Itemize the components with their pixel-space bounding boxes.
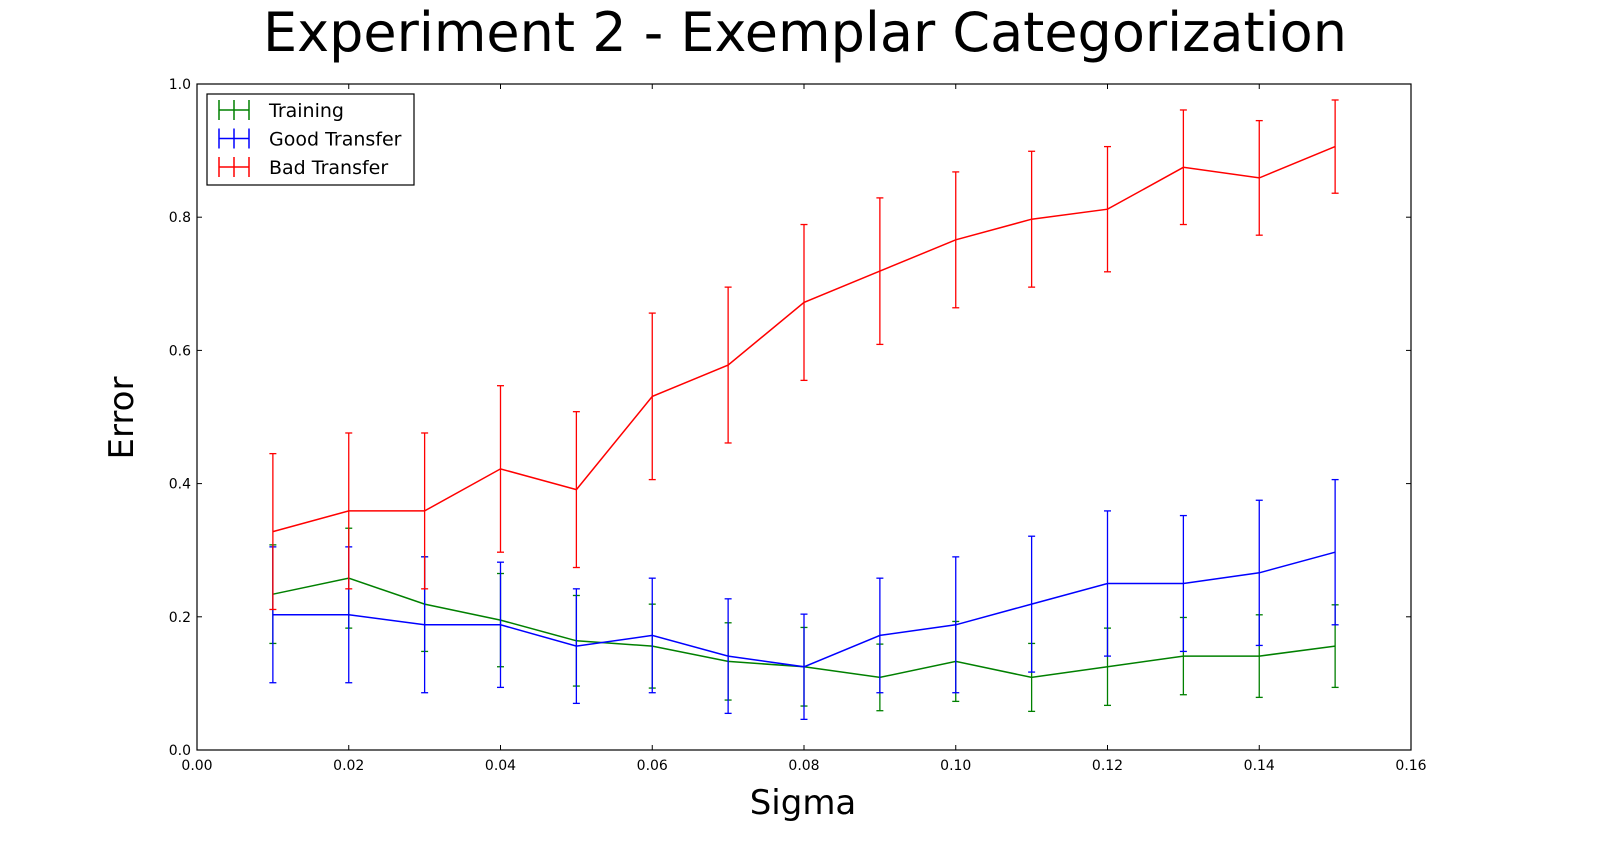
error-bar-good-transfer (497, 561, 504, 689)
x-tick-label: 0.04 (485, 758, 516, 774)
error-bar-good-transfer (1179, 514, 1187, 653)
error-bar-bad-transfer (724, 286, 732, 444)
error-bar-good-transfer (876, 577, 884, 694)
x-axis-label: Sigma (750, 783, 857, 823)
error-bar-bad-transfer (952, 171, 960, 309)
x-tick-label: 0.10 (940, 758, 971, 774)
x-tick-label: 0.16 (1395, 758, 1426, 774)
error-bar-good-transfer (1104, 510, 1111, 657)
error-bar-bad-transfer (1028, 150, 1036, 288)
x-tick-label: 0.08 (788, 758, 819, 774)
y-tick-label: 0.4 (169, 477, 191, 493)
legend: Training Good Transfer Bad Transfer (206, 93, 415, 186)
error-bar-bad-transfer (497, 385, 504, 553)
error-bar-bad-transfer (1331, 99, 1339, 194)
series-bad-transfer (269, 99, 1339, 611)
error-bar-good-transfer (1028, 535, 1036, 673)
x-tick-label: 0.02 (333, 758, 364, 774)
error-bar-bad-transfer (876, 197, 884, 346)
chart-title: Experiment 2 - Exemplar Categorization (263, 1, 1347, 64)
x-tick-label: 0.12 (1092, 758, 1123, 774)
y-axis-label: Error (102, 377, 142, 460)
error-bar-bad-transfer (269, 452, 277, 611)
x-tick-label: 0.06 (637, 758, 668, 774)
y-tick-label: 0.0 (169, 743, 191, 759)
plot-area: 0.00 0.02 0.04 0.06 0.08 0.10 0.12 0.14 0.16 0.0 0… (169, 77, 1427, 774)
error-bar-bad-transfer (1104, 145, 1111, 273)
y-tick-label: 0.6 (169, 343, 191, 359)
legend-item-good-transfer: Good Transfer (218, 128, 402, 151)
legend-item-training: Training (218, 100, 344, 122)
error-bar-good-transfer (648, 577, 656, 694)
error-bar-bad-transfer (421, 432, 429, 590)
legend-frame (206, 93, 415, 186)
error-bar-good-transfer (952, 556, 960, 694)
error-bar-good-transfer (1331, 478, 1339, 626)
x-tick-label: 0.00 (181, 758, 212, 774)
error-bar-bad-transfer (1255, 119, 1263, 236)
legend-label-training: Training (268, 100, 344, 122)
y-tick-label: 0.2 (169, 610, 191, 626)
error-bar-bad-transfer (800, 223, 808, 382)
legend-label-bad-transfer: Bad Transfer (269, 157, 388, 179)
legend-item-bad-transfer: Bad Transfer (218, 157, 388, 179)
legend-label-good-transfer: Good Transfer (269, 129, 402, 151)
error-bar-good-transfer (800, 613, 808, 721)
y-tick-label: 1.0 (169, 77, 191, 93)
error-bar-bad-transfer (648, 312, 656, 481)
error-bar-good-transfer (1255, 499, 1263, 647)
series-good-transfer (269, 478, 1339, 721)
y-tick-label: 0.8 (169, 210, 191, 226)
error-bar-good-transfer (572, 588, 580, 705)
error-bar-bad-transfer (345, 432, 353, 590)
error-bar-good-transfer (724, 598, 732, 715)
error-bar-bad-transfer (572, 411, 580, 569)
error-bar-bad-transfer (1179, 109, 1187, 226)
x-tick-label: 0.14 (1244, 758, 1275, 774)
